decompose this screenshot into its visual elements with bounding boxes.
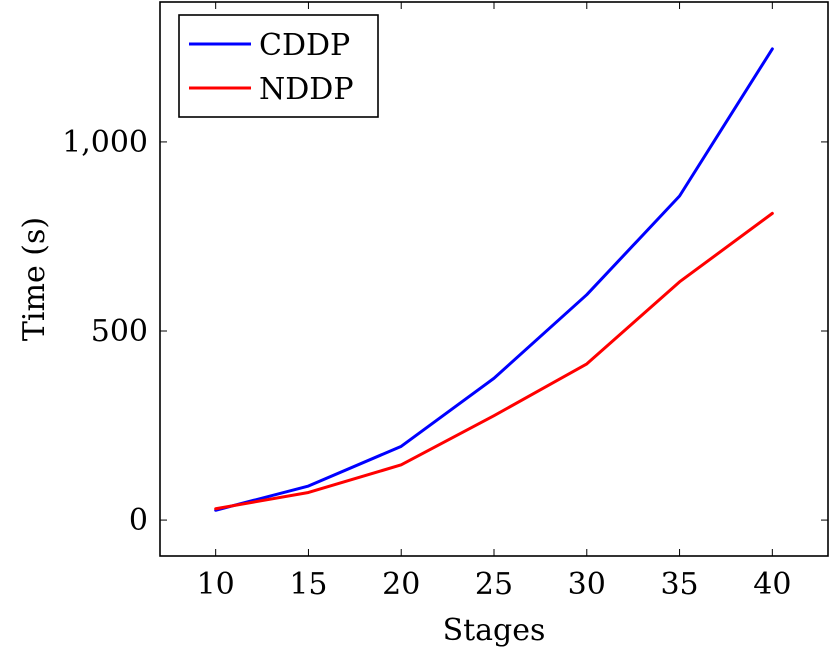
legend-label-nddp: NDDP [259, 72, 354, 107]
x-tick-label: 30 [568, 567, 606, 602]
x-tick-label: 40 [753, 567, 791, 602]
legend: CDDP NDDP [178, 14, 379, 118]
y-tick-label: 500 [91, 314, 148, 349]
y-axis-title: Time (s) [17, 217, 52, 341]
series-line-nddp [214, 211, 774, 511]
legend-box [178, 14, 379, 118]
plot-frame [159, 1, 829, 557]
y-tick-label: 1,000 [62, 125, 148, 160]
x-tick-label: 35 [660, 567, 698, 602]
y-tick-label: 0 [129, 503, 148, 538]
ticks-layer: 10 15 20 25 30 35 40 0 500 1,000 [62, 2, 828, 602]
legend-label-cddp: CDDP [259, 28, 350, 63]
x-axis-title: Stages [443, 613, 546, 648]
x-tick-label: 20 [382, 567, 420, 602]
series-layer [214, 47, 774, 512]
x-tick-label: 10 [197, 567, 235, 602]
series-line-cddp [214, 47, 774, 512]
x-tick-label: 15 [289, 567, 327, 602]
x-tick-label: 25 [475, 567, 513, 602]
